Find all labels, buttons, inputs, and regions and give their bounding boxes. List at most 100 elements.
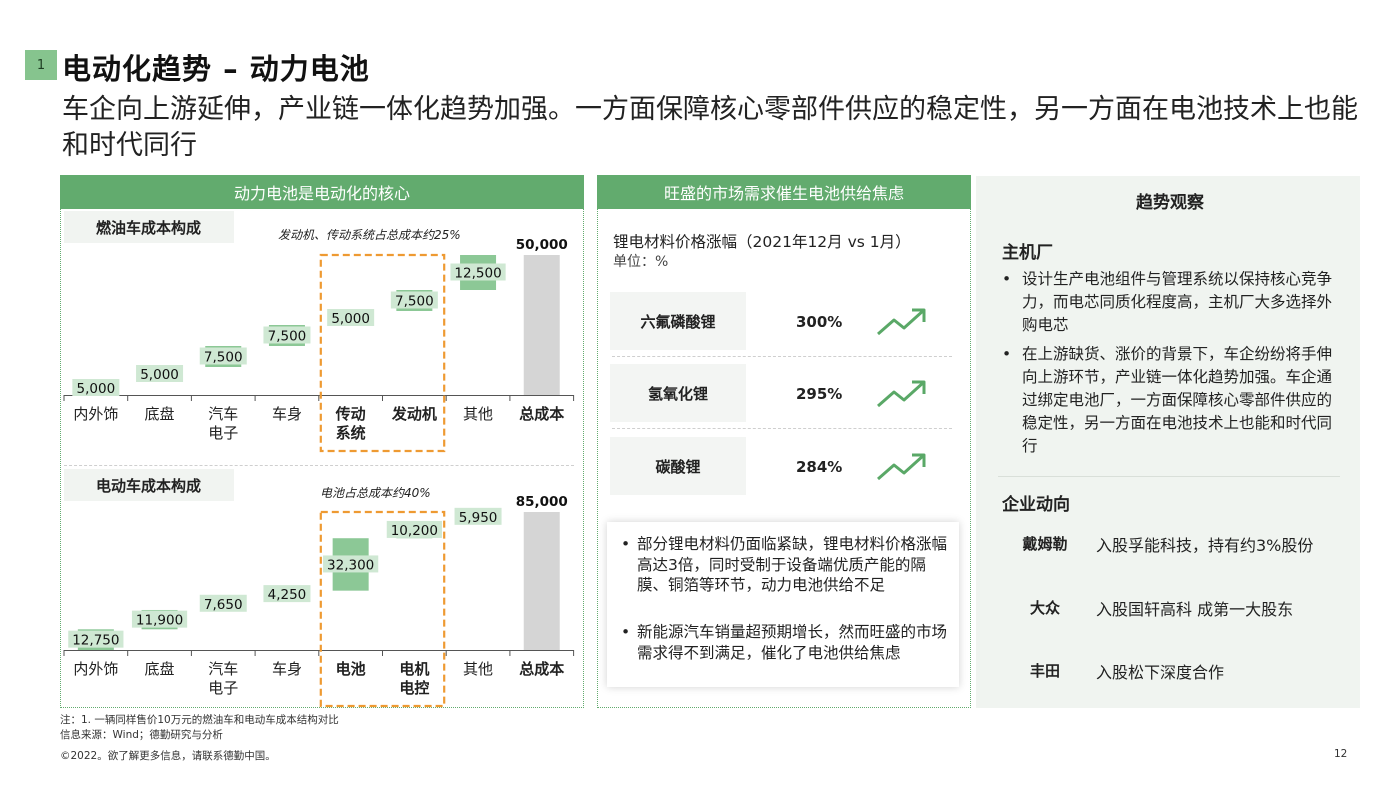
chart-divider — [64, 465, 574, 466]
data-label-bg — [263, 585, 311, 603]
source-note: 信息来源：Wind；德勤研究与分析 — [60, 729, 223, 741]
oem-bullet-text: 设计生产电池组件与管理系统以保持核心竞争力，而电芯同质化程度高，主机厂大多选择外… — [1022, 270, 1333, 334]
oem-heading: 主机厂 — [1002, 243, 1053, 263]
category-label: 电机 — [399, 660, 429, 678]
data-label-bg — [450, 263, 506, 281]
material-name: 碳酸锂 — [610, 437, 746, 495]
company-action: 入股孚能科技，持有约3%股份 — [1096, 536, 1314, 555]
data-label-bg — [454, 507, 502, 525]
oem-bullet-text: 在上游缺货、涨价的背景下，车企纷纷将手伸向上游环节，产业链一体化趋势加强。车企通… — [1022, 345, 1333, 455]
data-label-bg — [327, 309, 375, 326]
category-label: 其他 — [463, 660, 493, 678]
market-bullet-text: 部分锂电材料仍面临紧缺，锂电材料价格涨幅高达3倍，同时受制于设备端优质产能的隔膜… — [637, 535, 948, 594]
left-panel-header: 动力电池是电动化的核心 — [60, 175, 584, 209]
category-label: 总成本 — [519, 405, 564, 423]
section-number-badge: 1 — [25, 50, 57, 80]
data-label: 7,500 — [204, 350, 243, 366]
trend-panel-title: 趋势观察 — [1136, 193, 1204, 213]
data-label-bg — [323, 555, 379, 573]
market-bullet: • 新能源汽车销量超预期增长，然而旺盛的市场需求得不到满足，催化了电池供给焦虑 — [621, 622, 947, 663]
bullet-dot: • — [1002, 270, 1012, 288]
material-price-increase: 295% — [796, 385, 843, 403]
trend-up-arrow-icon — [877, 308, 926, 336]
company-heading: 企业动向 — [1002, 495, 1070, 515]
category-label: 汽车 — [208, 660, 238, 678]
category-label: 电子 — [208, 679, 238, 697]
company-name: 戴姆勒 — [1022, 535, 1068, 553]
category-label: 传动 — [335, 405, 366, 423]
data-label-bg — [386, 520, 442, 538]
fuel-cost-tab: 燃油车成本构成 — [64, 211, 234, 243]
category-label: 底盘 — [145, 405, 175, 423]
fuel-annotation: 发动机、传动系统占总成本约25% — [278, 228, 461, 242]
category-label: 总成本 — [519, 660, 564, 678]
trend-divider — [998, 476, 1340, 477]
data-label: 7,500 — [268, 329, 307, 345]
data-label: 12,500 — [454, 266, 501, 282]
oem-bullet: • 设计生产电池组件与管理系统以保持核心竞争力，而电芯同质化程度高，主机厂大多选… — [1002, 268, 1342, 337]
company-action: 入股松下深度合作 — [1096, 663, 1225, 682]
row-divider — [612, 356, 952, 357]
bullet-dot: • — [621, 623, 631, 641]
material-price-increase: 300% — [796, 313, 843, 331]
material-chart-title: 锂电材料价格涨幅（2021年12月 vs 1月） — [613, 233, 911, 251]
category-label: 车身 — [272, 405, 302, 423]
row-divider — [612, 428, 952, 429]
material-name: 六氟磷酸锂 — [610, 292, 746, 350]
category-label: 系统 — [336, 424, 366, 442]
highlight-box — [319, 510, 446, 708]
category-label: 汽车 — [208, 405, 238, 423]
material-price-increase: 284% — [796, 458, 843, 476]
data-label: 50,000 — [516, 237, 568, 253]
data-label: 5,000 — [140, 367, 179, 383]
data-label: 5,950 — [459, 510, 498, 526]
data-label: 7,500 — [395, 294, 434, 310]
category-label: 内外饰 — [73, 405, 118, 423]
category-label: 车身 — [272, 660, 302, 678]
total-bar — [523, 512, 560, 650]
bullet-dot: • — [1002, 345, 1012, 363]
material-chart-unit: 单位：% — [613, 254, 669, 270]
highlight-box — [319, 253, 446, 453]
data-label-bg — [263, 326, 311, 344]
market-bullet: • 部分锂电材料仍面临紧缺，锂电材料价格涨幅高达3倍，同时受制于设备端优质产能的… — [621, 534, 947, 596]
category-label: 发动机 — [391, 405, 437, 423]
company-action: 入股国轩高科 成第一大股东 — [1096, 600, 1294, 619]
trend-up-arrow-icon — [877, 380, 926, 408]
footnote: 注：1. 一辆同样售价10万元的燃油车和电动车成本结构对比 — [60, 714, 339, 726]
category-label: 电池 — [336, 660, 366, 678]
market-bullets-box: • 部分锂电材料仍面临紧缺，锂电材料价格涨幅高达3倍，同时受制于设备端优质产能的… — [607, 522, 959, 687]
trend-panel — [976, 176, 1360, 708]
category-label: 内外饰 — [73, 660, 118, 678]
category-label: 底盘 — [145, 660, 175, 678]
company-name: 大众 — [1029, 599, 1060, 617]
trend-up-arrow-icon — [877, 453, 926, 481]
data-label-bg — [68, 630, 124, 648]
copyright: ©2022。欲了解更多信息，请联系德勤中国。 — [60, 750, 276, 762]
category-label: 其他 — [463, 405, 493, 423]
data-label: 32,300 — [327, 557, 374, 573]
data-label-bg — [131, 610, 188, 628]
ev-annotation: 电池占总成本约40% — [320, 486, 431, 500]
ev-cost-tab: 电动车成本构成 — [64, 469, 234, 501]
data-label: 5,000 — [77, 381, 116, 397]
data-label: 85,000 — [516, 494, 568, 510]
bullet-dot: • — [621, 535, 631, 553]
data-label: 12,750 — [72, 633, 119, 649]
page-subtitle: 车企向上游延伸，产业链一体化趋势加强。一方面保障核心零部件供应的稳定性，另一方面… — [62, 94, 1358, 161]
left-panel-box — [60, 209, 584, 708]
oem-bullet: • 在上游缺货、涨价的背景下，车企纷纷将手伸向上游环节，产业链一体化趋势加强。车… — [1002, 343, 1342, 458]
total-bar — [523, 255, 560, 395]
material-name: 氢氧化锂 — [610, 364, 746, 422]
middle-panel-header: 旺盛的市场需求催生电池供给焦虑 — [597, 175, 971, 209]
data-label-bg — [199, 347, 247, 365]
data-label-bg — [199, 594, 247, 612]
data-label: 4,250 — [268, 587, 307, 603]
market-bullet-text: 新能源汽车销量超预期增长，然而旺盛的市场需求得不到满足，催化了电池供给焦虑 — [637, 623, 948, 662]
data-label-bg — [72, 379, 120, 396]
data-label: 11,900 — [136, 613, 183, 629]
company-name: 丰田 — [1029, 662, 1060, 680]
category-label: 电子 — [208, 424, 238, 442]
